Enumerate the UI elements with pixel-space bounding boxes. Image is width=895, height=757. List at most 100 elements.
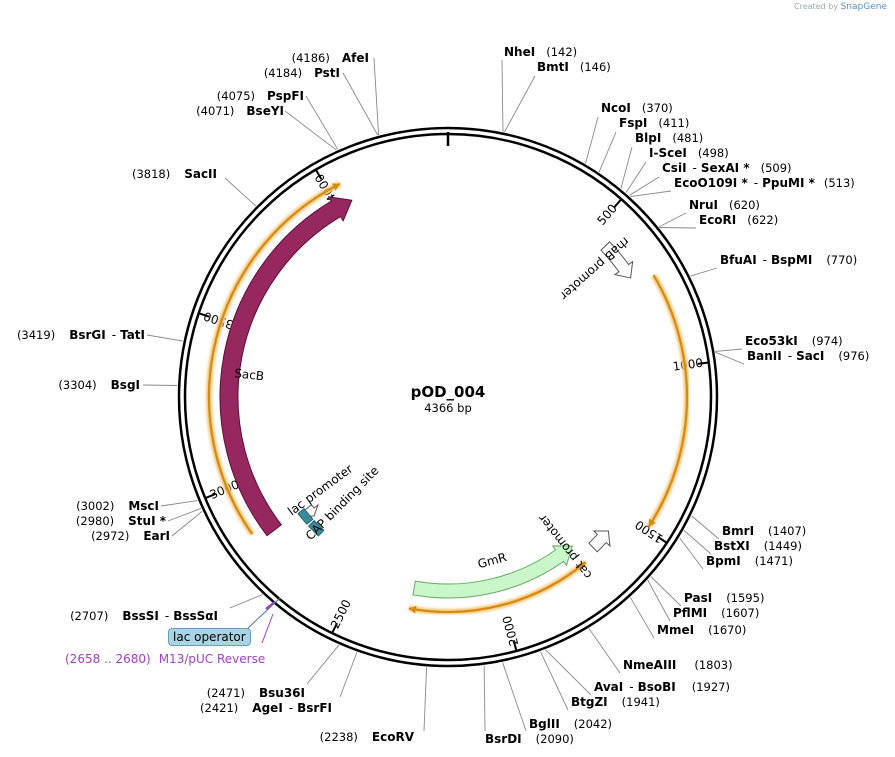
site-bsssi[interactable]: BssSI [122, 609, 159, 623]
site-bseyi[interactable]: BseYI [246, 104, 284, 118]
site-leader [339, 652, 358, 698]
site-bsu36i[interactable]: Bsu36I [259, 686, 305, 700]
site-bfuai[interactable]: BfuAI [720, 253, 757, 267]
orf-arrowhead [648, 518, 656, 527]
cap-binding-site-feature[interactable] [307, 519, 325, 537]
site-leader [501, 59, 504, 132]
tick-label: 2500 [328, 597, 354, 631]
site-bstxi[interactable]: BstXI [714, 539, 750, 553]
site-bpmi[interactable]: BpmI [706, 554, 741, 568]
site-bmri[interactable]: BmrI [722, 524, 754, 538]
tick-mark [512, 640, 518, 652]
svg-text:BglII(2042): BglII (2042) [529, 717, 612, 731]
svg-text:(4071)BseYI: (4071) BseYI [196, 104, 284, 118]
site-leader [146, 334, 183, 342]
tick-mark [204, 493, 216, 500]
plasmid-size: 4366 bp [424, 401, 472, 415]
site-leader [715, 348, 743, 352]
sacb-label: SacB [234, 366, 265, 383]
sacb-feature[interactable] [219, 196, 353, 537]
site-banii[interactable]: BanII [747, 349, 782, 363]
tick-mark [331, 622, 338, 634]
svg-text:BtgZI(1941): BtgZI (1941) [571, 695, 660, 709]
site-bsgi[interactable]: BsgI [111, 378, 140, 392]
plasmid-name: pOD_004 [411, 383, 486, 401]
svg-text:Eco53kI(974): Eco53kI (974) [745, 334, 843, 348]
site-eari[interactable]: EarI [143, 529, 170, 543]
site-mmei[interactable]: MmeI [657, 623, 694, 637]
primer-label[interactable]: (2658 .. 2680) M13/pUC Reverse [65, 652, 265, 666]
site-pspfi[interactable]: PspFI [267, 89, 304, 103]
site-avai[interactable]: AvaI [594, 680, 623, 694]
tick-mark [314, 169, 323, 180]
site-labels-left: (2238) EcoRV (2421) AgeI - BsrFI (2471) Bsu36… [17, 51, 415, 744]
site-csii[interactable]: CsiI [662, 161, 687, 175]
site-fspi[interactable]: FspI [619, 116, 647, 130]
site-leader [598, 131, 617, 173]
site-ecorv[interactable]: EcoRV [372, 730, 415, 744]
site-leader [647, 579, 671, 622]
svg-text:BsrDI(2090): BsrDI (2090) [485, 732, 574, 746]
site-sacii[interactable]: SacII [184, 167, 217, 181]
site-leader [167, 508, 202, 522]
gmr-feature[interactable] [412, 545, 573, 599]
site-stui[interactable]: StuI * [128, 514, 167, 528]
site-leader [588, 628, 621, 674]
site-leader [305, 95, 339, 150]
site-pasi[interactable]: PasI [684, 591, 712, 605]
site-psti[interactable]: PstI [314, 66, 340, 80]
site-blpi[interactable]: BlpI [635, 131, 661, 145]
svg-text:NcoI(370): NcoI (370) [601, 101, 673, 115]
site-leader [679, 537, 704, 570]
site-leader [229, 594, 263, 609]
svg-text:MmeI(1670): MmeI (1670) [657, 623, 746, 637]
svg-text:PasI(1595): PasI (1595) [684, 591, 764, 605]
primer-leader [261, 613, 274, 644]
site-bsrgi[interactable]: BsrGI [69, 328, 106, 342]
site-afei[interactable]: AfeI [342, 51, 369, 65]
site-bglii[interactable]: BglII [529, 717, 560, 731]
site-i-scei[interactable]: I-SceI [649, 146, 687, 160]
site-nhei[interactable]: NheI [504, 45, 535, 59]
site-leader [625, 161, 647, 193]
site-leader [342, 72, 379, 136]
site-agei[interactable]: AgeI [252, 701, 282, 715]
site-leader [715, 351, 745, 365]
site-pflmi[interactable]: PflMI [673, 606, 707, 620]
site-btgzi[interactable]: BtgZI [571, 695, 608, 709]
site-leader [171, 510, 203, 537]
svg-text:(2238)EcoRV: (2238) EcoRV [320, 730, 415, 744]
svg-text:(3002)MscI: (3002) MscI [76, 499, 159, 513]
site-leader [691, 515, 720, 540]
orf-arcs [206, 181, 690, 615]
svg-text:NruI(620): NruI (620) [689, 198, 760, 212]
backbone-outer-ring [177, 126, 719, 668]
tick-mark [198, 312, 210, 318]
site-leader [502, 662, 527, 732]
orf-arc [647, 274, 689, 528]
lac-operator-label[interactable]: lac operator [168, 628, 251, 646]
site-leader [373, 57, 380, 136]
cap-binding-site-feature[interactable] [297, 507, 314, 525]
site-leader [585, 116, 599, 164]
site-leader [630, 190, 672, 198]
site-nmeaiii[interactable]: NmeAIII [623, 658, 676, 672]
site-eco53ki[interactable]: Eco53kI [745, 334, 798, 348]
svg-text:(2707)BssSI-BssSαI: (2707) BssSI - BssSαI [70, 609, 218, 623]
svg-text:BfuAI-BspMI(770): BfuAI - BspMI (770) [720, 253, 857, 267]
site-msci[interactable]: MscI [128, 499, 159, 513]
site-nrui[interactable]: NruI [689, 198, 718, 212]
site-bmti[interactable]: BmtI [537, 60, 569, 74]
site-ecori[interactable]: EcoRI [699, 213, 736, 227]
rhab-promoter-feature[interactable] [600, 241, 634, 279]
orf-arrowhead [408, 605, 417, 614]
site-leader [545, 649, 592, 696]
snapgene-brand: SnapGene [840, 2, 887, 12]
svg-text:EcoRI(622): EcoRI (622) [699, 213, 778, 227]
site-leader [306, 644, 340, 685]
site-bsrdi[interactable]: BsrDI [485, 732, 522, 746]
cat-promoter-feature[interactable] [588, 530, 611, 553]
site-ecoo109i[interactable]: EcoO109I * [674, 176, 748, 190]
site-ncoi[interactable]: NcoI [601, 101, 631, 115]
